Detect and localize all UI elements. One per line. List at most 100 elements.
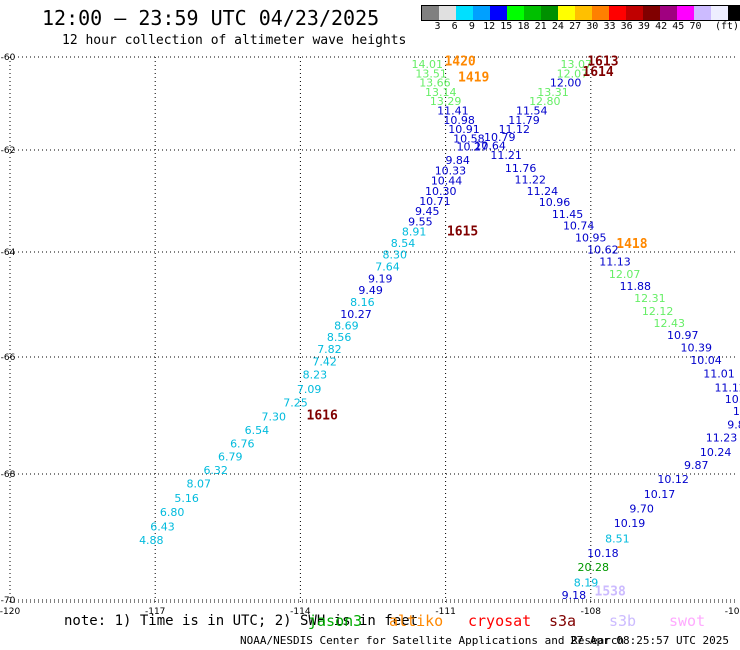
swh-value: 4.88 — [139, 534, 164, 547]
swh-value: 12.31 — [634, 292, 666, 305]
swh-value: 8.07 — [187, 477, 212, 490]
lat-tick-label: -66 — [1, 353, 16, 363]
scale-label: 33 — [603, 21, 616, 32]
scale-swatch — [643, 6, 660, 20]
swh-value: 10.18 — [587, 547, 619, 560]
credit-line: NOAA/NESDIS Center for Satellite Applica… — [240, 634, 625, 647]
swh-value: 11.88 — [620, 280, 652, 293]
lat-tick-label: -68 — [1, 470, 16, 480]
swh-value: 11.54 — [516, 104, 548, 117]
satellite-legend-jason3: jason3 — [308, 612, 363, 630]
scale-swatch — [507, 6, 524, 20]
scale-label: 36 — [620, 21, 633, 32]
scale-swatch — [660, 6, 677, 20]
scale-swatch — [490, 6, 507, 20]
lon-corner-label-left: -120 — [0, 607, 20, 617]
swh-value: 12.43 — [653, 317, 685, 330]
swh-value: 6.79 — [218, 450, 243, 463]
swh-value: 5.16 — [174, 492, 199, 505]
swh-value: 10.19 — [614, 517, 646, 530]
lat-tick-label: -64 — [1, 248, 16, 258]
swh-value: 10.98 — [443, 114, 475, 127]
scale-swatch — [677, 6, 694, 20]
swh-value: 8.23 — [303, 369, 328, 382]
scale-label: 9 — [468, 21, 475, 32]
swh-value: 10.62 — [587, 243, 619, 256]
lon-tick-label: -117 — [145, 607, 165, 617]
swh-value: 7.30 — [262, 411, 287, 424]
swh-value: 9.49 — [358, 284, 383, 297]
scale-label: 6 — [451, 21, 458, 32]
pass-time-label: 1419 — [458, 71, 489, 86]
scale-label: 39 — [637, 21, 650, 32]
swh-value: 10.74 — [563, 219, 595, 232]
swh-value: 6.54 — [245, 424, 270, 437]
swh-value: 8.51 — [605, 532, 630, 545]
scale-label: 27 — [569, 21, 582, 32]
scale-label: 45 — [672, 21, 685, 32]
swh-value: 10.44 — [431, 175, 463, 188]
pass-time-label: 1420 — [444, 55, 475, 70]
swh-value: 10.27 — [456, 140, 488, 153]
swh-value: 11.45 — [552, 208, 584, 221]
swh-value: 7.42 — [312, 356, 337, 369]
scale-swatch — [541, 6, 558, 20]
scale-label: 15 — [500, 21, 513, 32]
pass-time-label: 1613 — [587, 55, 618, 70]
scale-swatch — [473, 6, 490, 20]
swh-value: 8.69 — [334, 320, 359, 333]
swh-value: 12.12 — [642, 305, 674, 318]
swh-value: 13.07 — [561, 58, 593, 71]
swh-value: 10.7 — [725, 393, 740, 406]
swh-value: 9.18 — [562, 589, 587, 602]
swh-value: 11.79 — [508, 114, 540, 127]
lon-tick-label: -108 — [581, 607, 602, 617]
swh-value: 13.31 — [537, 86, 569, 99]
swh-value: 6.80 — [160, 506, 185, 519]
swh-value: 11.22 — [515, 174, 547, 187]
swh-value: 10.17 — [644, 488, 676, 501]
pass-time-label: 1615 — [447, 225, 478, 240]
swh-value: 8.91 — [402, 226, 427, 239]
swh-value: 8.54 — [391, 237, 416, 250]
scale-label: 70 — [689, 21, 702, 32]
lat-tick-label: -60 — [1, 53, 16, 63]
lon-corner-label-right: -105 — [725, 607, 740, 617]
swh-value: 11.13 — [599, 255, 631, 268]
swh-value: 8.56 — [327, 331, 352, 344]
swh-value: 6.43 — [150, 520, 175, 533]
swh-value: 20.28 — [577, 561, 609, 574]
scale-label: 18 — [517, 21, 530, 32]
scale-label: 24 — [551, 21, 564, 32]
swh-value: 10.30 — [425, 185, 457, 198]
pass-time-label: 1616 — [307, 408, 338, 423]
swh-value: 9.8 — [727, 418, 740, 431]
swh-value: 11.76 — [505, 162, 537, 175]
swh-value: 10.91 — [448, 123, 480, 136]
pass-time-label: 1538 — [595, 585, 626, 600]
swh-value: 11.01 — [703, 367, 735, 380]
swh-value: 9.45 — [415, 205, 440, 218]
scale-swatch — [575, 6, 592, 20]
swh-value: 9.19 — [368, 272, 393, 285]
swh-value: 9.55 — [408, 215, 433, 228]
swh-value: 9.84 — [445, 154, 470, 167]
swh-value: 10.64 — [474, 139, 506, 152]
scale-swatch — [439, 6, 456, 20]
pass-time-label: 1418 — [616, 237, 647, 252]
scale-swatch — [422, 6, 439, 20]
swh-value: 9.87 — [684, 459, 709, 472]
scale-swatch — [524, 6, 541, 20]
scale-label: 3 — [434, 21, 441, 32]
swh-value: 10.71 — [419, 195, 451, 208]
lon-tick-label: -111 — [435, 607, 455, 617]
swh-value: 7.64 — [375, 261, 400, 274]
map-subtitle: 12 hour collection of altimeter wave hei… — [62, 33, 407, 48]
swh-value: 14.01 — [411, 58, 443, 71]
scale-swatch — [592, 6, 609, 20]
scale-swatch — [711, 6, 728, 20]
swh-value: 10.27 — [340, 308, 372, 321]
swh-value: 11.12 — [499, 123, 531, 136]
swh-value: 13.14 — [425, 86, 457, 99]
pass-time-label: 1614 — [582, 65, 613, 80]
